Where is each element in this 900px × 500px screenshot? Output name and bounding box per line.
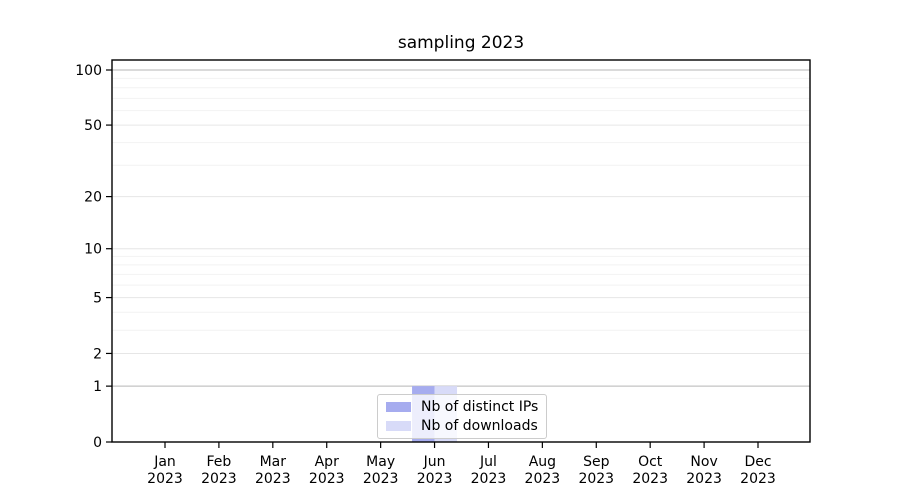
y-tick-label: 10 — [84, 242, 102, 258]
y-tick-label: 100 — [75, 63, 102, 79]
x-tick-label-year: 2023 — [309, 471, 345, 487]
y-tick-label: 5 — [93, 291, 102, 307]
y-tick-label: 2 — [93, 346, 102, 362]
y-tick-label: 20 — [84, 190, 102, 206]
x-tick-label-month: Apr — [315, 454, 339, 470]
legend-item: Nb of distinct IPs — [386, 399, 538, 415]
legend: Nb of distinct IPs Nb of downloads — [377, 394, 548, 439]
x-tick-label-year: 2023 — [471, 471, 507, 487]
x-tick-label-month: Nov — [690, 454, 717, 470]
x-tick-label-month: Jun — [423, 454, 446, 470]
x-tick-label-month: Dec — [744, 454, 771, 470]
x-tick-label-month: Mar — [260, 454, 287, 470]
y-tick-label: 1 — [93, 379, 102, 395]
x-tick-label-year: 2023 — [686, 471, 722, 487]
x-tick-label-year: 2023 — [578, 471, 614, 487]
x-tick-label-year: 2023 — [525, 471, 561, 487]
x-tick-label-year: 2023 — [632, 471, 668, 487]
legend-label: Nb of downloads — [421, 418, 538, 434]
y-tick-label: 50 — [84, 118, 102, 134]
plot-border — [111, 59, 811, 443]
chart-title: sampling 2023 — [397, 33, 525, 53]
x-tick-label-month: Aug — [529, 454, 556, 470]
x-tick-label-month: May — [366, 454, 395, 470]
legend-swatch — [386, 402, 411, 412]
x-tick-label-year: 2023 — [147, 471, 183, 487]
y-tick-label: 0 — [93, 435, 102, 451]
x-tick-label-year: 2023 — [740, 471, 776, 487]
x-tick-label-month: Feb — [207, 454, 232, 470]
legend-swatch — [386, 421, 411, 431]
legend-label: Nb of distinct IPs — [421, 399, 539, 415]
x-tick-label-month: Sep — [583, 454, 610, 470]
x-tick-label-month: Jan — [153, 454, 176, 470]
x-tick-label-month: Jul — [479, 454, 497, 470]
legend-item: Nb of downloads — [386, 418, 538, 434]
x-tick-label-year: 2023 — [417, 471, 453, 487]
x-tick-label-month: Oct — [638, 454, 663, 470]
x-tick-label-year: 2023 — [201, 471, 237, 487]
x-tick-label-year: 2023 — [255, 471, 291, 487]
x-tick-label-year: 2023 — [363, 471, 399, 487]
